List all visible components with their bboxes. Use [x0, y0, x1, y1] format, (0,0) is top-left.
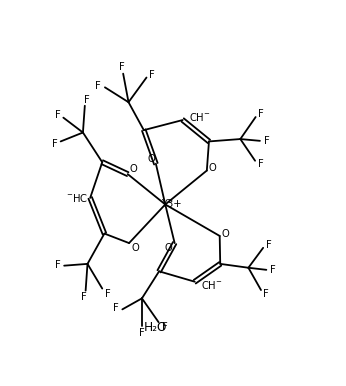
Text: F: F [52, 139, 58, 149]
Text: F: F [55, 260, 61, 270]
Text: O: O [165, 243, 173, 253]
Text: H₂O: H₂O [144, 321, 167, 334]
Text: F: F [149, 69, 155, 80]
Text: F: F [264, 136, 270, 146]
Text: F: F [81, 292, 87, 302]
Text: F: F [113, 303, 119, 313]
Text: Y3+: Y3+ [161, 200, 181, 210]
Text: O: O [130, 164, 137, 174]
Text: F: F [162, 322, 167, 332]
Text: O: O [131, 242, 139, 252]
Text: CH$^{-}$: CH$^{-}$ [189, 111, 210, 123]
Text: O: O [208, 163, 216, 173]
Text: F: F [139, 328, 145, 338]
Text: $^{-}$HC: $^{-}$HC [66, 192, 88, 204]
Text: CH$^{-}$: CH$^{-}$ [201, 279, 222, 291]
Text: F: F [105, 289, 110, 299]
Text: F: F [257, 159, 263, 169]
Text: F: F [55, 110, 60, 120]
Text: F: F [84, 95, 90, 105]
Text: O: O [148, 154, 156, 164]
Text: F: F [270, 265, 276, 275]
Text: F: F [119, 62, 125, 72]
Text: O: O [222, 229, 229, 239]
Text: F: F [266, 240, 271, 251]
Text: F: F [263, 289, 269, 299]
Text: F: F [258, 109, 264, 119]
Text: F: F [95, 81, 101, 91]
